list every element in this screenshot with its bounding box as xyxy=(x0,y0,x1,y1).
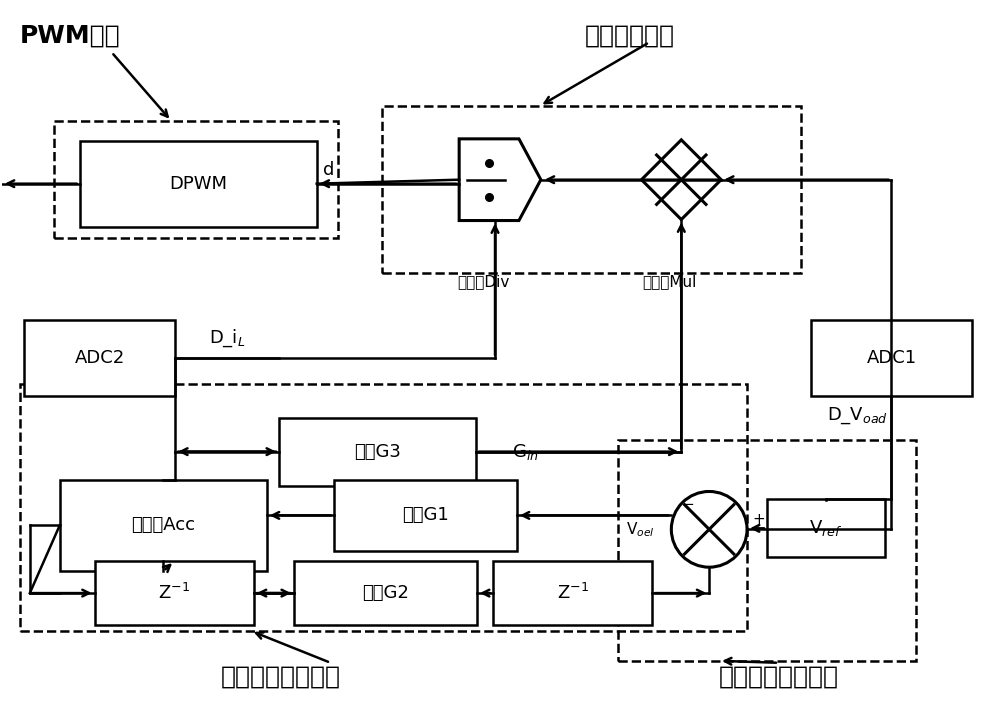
Bar xyxy=(279,417,476,485)
Text: 累加器Acc: 累加器Acc xyxy=(131,516,195,534)
Circle shape xyxy=(671,491,747,567)
Bar xyxy=(54,121,338,238)
Text: PWM模块: PWM模块 xyxy=(20,23,120,47)
Text: 除法器Div: 除法器Div xyxy=(457,274,509,289)
Text: ADC1: ADC1 xyxy=(866,349,917,367)
Text: 增益G2: 增益G2 xyxy=(362,584,409,602)
Text: 增益G1: 增益G1 xyxy=(402,506,449,524)
Text: d: d xyxy=(323,160,334,179)
Text: D_i$_{L}$: D_i$_{L}$ xyxy=(209,327,245,349)
Bar xyxy=(811,320,972,396)
Bar xyxy=(382,106,801,274)
Bar xyxy=(24,320,175,396)
Text: G$_{in}$: G$_{in}$ xyxy=(512,442,539,462)
Text: 数值计算模块: 数值计算模块 xyxy=(585,23,675,47)
Polygon shape xyxy=(459,139,541,221)
Text: V$_{ref}$: V$_{ref}$ xyxy=(809,518,842,538)
Text: 增益G3: 增益G3 xyxy=(354,442,401,460)
Text: 乘法器Mul: 乘法器Mul xyxy=(642,274,697,289)
Bar xyxy=(95,561,254,625)
Text: −: − xyxy=(681,497,694,512)
Bar xyxy=(294,561,477,625)
Bar xyxy=(20,384,747,631)
Text: ADC2: ADC2 xyxy=(74,349,125,367)
Text: D_V$_{oad}$: D_V$_{oad}$ xyxy=(827,405,888,426)
Text: V$_{oel}$: V$_{oel}$ xyxy=(626,520,654,538)
Bar xyxy=(493,561,652,625)
Bar xyxy=(767,500,885,557)
Text: +: + xyxy=(753,512,765,527)
Bar xyxy=(80,141,317,226)
Bar xyxy=(618,440,916,661)
Text: 输出电压差分模块: 输出电压差分模块 xyxy=(719,664,839,689)
Bar xyxy=(334,480,517,551)
Bar xyxy=(60,480,267,571)
Text: Z$^{-1}$: Z$^{-1}$ xyxy=(158,583,190,603)
Text: 电压环路补偿模块: 电压环路补偿模块 xyxy=(221,664,341,689)
Text: DPWM: DPWM xyxy=(169,175,227,193)
Text: Z$^{-1}$: Z$^{-1}$ xyxy=(557,583,589,603)
Polygon shape xyxy=(641,140,721,220)
